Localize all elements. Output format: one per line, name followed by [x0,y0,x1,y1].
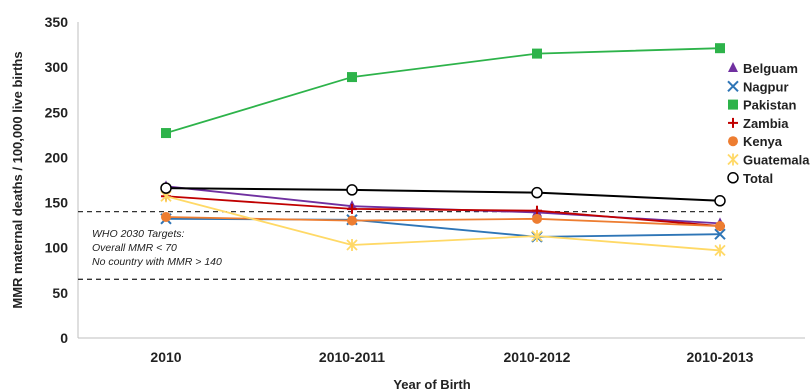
legend-label-total: Total [743,171,773,186]
point-total [714,195,726,207]
legend-label-pakistan: Pakistan [743,98,797,113]
point-pakistan [532,48,542,59]
legend-label-zambia: Zambia [743,116,789,131]
annotation-line-3: No country with MMR > 140 [92,256,222,268]
point-guatemala [531,229,543,242]
legend-marker-guatemala [727,153,739,166]
series-line-pakistan [165,47,721,134]
point-guatemala [346,239,358,252]
x-tick-label: 2010-2013 [687,349,754,365]
y-tick-label: 0 [60,330,68,346]
legend-label-kenya: Kenya [743,134,783,149]
legend-item-total: Total [727,171,773,186]
series-line-guatemala [165,195,721,252]
y-tick-label: 300 [45,59,69,75]
legend-marker-nagpur [727,80,739,93]
x-axis: 2010 2010-2011 2010-2012 2010-2013 Year of … [78,337,805,391]
legend-marker-total [727,172,739,184]
legend-item-guatemala: Guatemala [727,153,810,168]
series-total [160,182,726,207]
series-line-kenya [165,216,721,227]
point-pakistan [347,72,357,83]
legend-item-belguam: Belguam [728,61,798,76]
y-tick-label: 250 [45,104,69,120]
annotation: WHO 2030 Targets: Overall MMR < 70 No co… [92,228,222,268]
point-kenya [532,213,542,224]
point-total [160,182,172,194]
series-line-zambia [165,195,721,227]
x-tick-label: 2010-2011 [319,349,385,365]
y-tick-label: 100 [45,240,69,256]
y-ticks: 0 50 100 150 200 250 300 350 [45,14,69,346]
annotation-line-2: Overall MMR < 70 [92,242,177,254]
legend-marker-pakistan [728,99,738,110]
x-tick-label: 2010 [150,349,181,365]
y-tick-label: 150 [45,195,69,211]
legend: Belguam Nagpur Pakistan Zambia Kenya Guatemal… [727,61,810,186]
series-guatemala [160,190,726,257]
legend-item-zambia: Zambia [728,116,789,131]
series-line-total [165,187,721,202]
legend-label-belguam: Belguam [743,61,798,76]
point-zambia [347,203,357,214]
y-tick-label: 50 [52,285,68,301]
y-axis-label: MMR maternal deaths / 100,000 live birth… [10,51,25,308]
legend-item-nagpur: Nagpur [727,79,789,94]
legend-item-kenya: Kenya [728,134,783,149]
point-pakistan [161,128,171,139]
legend-item-pakistan: Pakistan [728,98,797,113]
y-tick-label: 200 [45,149,69,165]
annotation-line-1: WHO 2030 Targets: [92,228,184,240]
legend-marker-zambia [728,117,738,128]
point-guatemala [714,244,726,257]
point-nagpur [714,228,726,240]
legend-marker-kenya [728,136,738,147]
series-kenya [161,212,725,232]
series-group [160,43,726,257]
legend-label-nagpur: Nagpur [743,79,789,94]
point-total [346,184,358,196]
y-tick-label: 350 [45,14,69,30]
legend-label-guatemala: Guatemala [743,153,810,168]
legend-marker-belguam [728,62,738,72]
x-axis-label: Year of Birth [393,377,470,391]
point-kenya [347,215,357,226]
point-kenya [161,212,171,223]
point-total [531,186,543,199]
y-axis: 0 50 100 150 200 250 300 350 MMR maternal death… [10,14,79,346]
series-line-nagpur [165,217,721,238]
series-pakistan [161,43,725,139]
x-tick-label: 2010-2012 [504,349,571,365]
point-kenya [715,221,725,232]
x-ticks: 2010 2010-2011 2010-2012 2010-2013 [150,349,753,365]
point-pakistan [715,43,725,54]
